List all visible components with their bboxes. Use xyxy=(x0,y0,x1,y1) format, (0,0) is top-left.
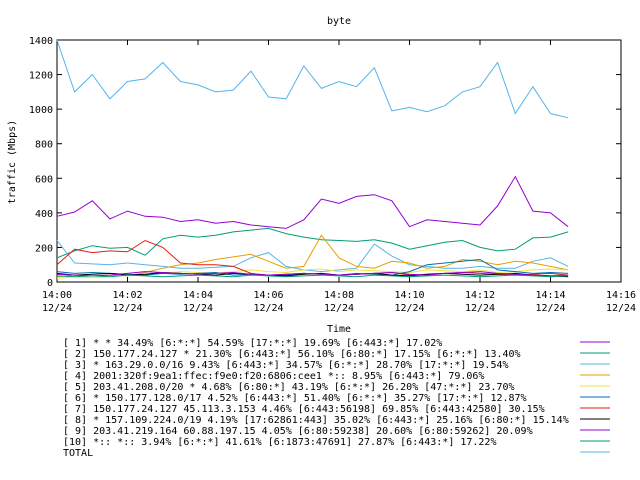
legend: [ 1] * * 34.49% [6:*:*] 54.59% [17:*:*] … xyxy=(63,338,610,459)
x-tick-date: 12/24 xyxy=(42,303,72,314)
x-tick-time: 14:10 xyxy=(394,290,424,301)
y-tick-label: 1400 xyxy=(29,36,53,47)
legend-entry-label: [10] *:: *:: 3.94% [6:*:*] 41.61% [6:187… xyxy=(63,437,496,448)
series-line-3 xyxy=(56,240,569,273)
y-tick-label: 400 xyxy=(35,209,53,220)
x-tick-time: 14:06 xyxy=(253,290,283,301)
x-tick-date: 12/24 xyxy=(465,303,495,314)
x-tick-time: 14:00 xyxy=(42,290,72,301)
x-tick-time: 14:04 xyxy=(183,290,213,301)
plot-frame xyxy=(56,39,622,283)
legend-entry-label: [ 6] * 150.177.128.0/17 4.52% [6:443:*] … xyxy=(63,393,527,404)
series-line-11 xyxy=(56,39,569,119)
x-tick-date: 12/24 xyxy=(535,303,565,314)
legend-entry-label: [ 2] 150.177.24.127 * 21.30% [6:443:*] 5… xyxy=(63,349,521,360)
x-tick-date: 12/24 xyxy=(606,303,636,314)
series-line-9 xyxy=(56,271,569,277)
y-axis-ticks: 0 200 400 600 800 1000 1200 1400 xyxy=(29,36,621,289)
chart-title: byte xyxy=(327,16,351,27)
series-line-4 xyxy=(56,234,569,278)
legend-entry-label: [ 9] 203.41.219.164 60.88.197.15 4.05% [… xyxy=(63,426,533,437)
legend-entry-label: [ 4] 2001:320f:9ea1:ffec:f9e0:f20:6806:c… xyxy=(63,371,484,382)
x-tick-date: 12/24 xyxy=(394,303,424,314)
legend-entry-label: [ 1] * * 34.49% [6:*:*] 54.59% [17:*:*] … xyxy=(63,338,442,349)
y-tick-label: 1200 xyxy=(29,71,53,82)
series-line-1 xyxy=(56,175,569,229)
x-tick-time: 14:16 xyxy=(606,290,636,301)
legend-entry-label: [ 5] 203.41.208.0/20 * 4.68% [6:80:*] 43… xyxy=(63,382,515,393)
x-tick-date: 12/24 xyxy=(324,303,354,314)
series-line-2 xyxy=(56,227,569,259)
x-tick-date: 12/24 xyxy=(112,303,142,314)
x-tick-time: 14:08 xyxy=(324,290,354,301)
x-tick-date: 12/24 xyxy=(183,303,213,314)
y-axis-label: traffic (Mbps) xyxy=(7,120,18,204)
legend-entry-label: [ 7] 150.177.24.127 45.113.3.153 4.46% [… xyxy=(63,404,545,415)
y-tick-label: 600 xyxy=(35,174,53,185)
legend-entry-label: [ 8] * 157.109.224.0/19 4.19% [17:62861:… xyxy=(63,415,569,426)
y-tick-label: 1000 xyxy=(29,105,53,116)
y-tick-label: 0 xyxy=(47,278,53,289)
series-line-10 xyxy=(56,274,569,278)
y-tick-label: 200 xyxy=(35,243,53,254)
x-tick-time: 14:02 xyxy=(112,290,142,301)
x-tick-date: 12/24 xyxy=(253,303,283,314)
legend-entry-label: TOTAL xyxy=(63,448,93,459)
x-tick-time: 14:14 xyxy=(535,290,565,301)
y-tick-label: 800 xyxy=(35,140,53,151)
series-lines xyxy=(56,39,569,279)
x-axis-ticks: 14:00 12/24 14:02 12/24 14:04 12/24 14:06 12/24… xyxy=(42,40,636,314)
legend-entry-label: [ 3] * 163.29.0.0/16 9.43% [6:443:*] 34.… xyxy=(63,360,509,371)
x-tick-time: 14:12 xyxy=(465,290,495,301)
x-axis-label: Time xyxy=(327,324,351,335)
